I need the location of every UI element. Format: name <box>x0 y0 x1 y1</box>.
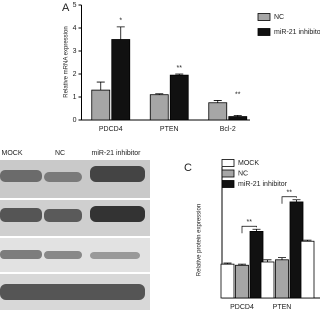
significance: ** <box>247 219 253 226</box>
legend-label: MOCK <box>238 160 259 167</box>
legend-swatch <box>257 28 271 36</box>
error-bar <box>175 73 184 76</box>
y-tick-label: 1 <box>73 94 77 101</box>
blot-band <box>0 170 42 182</box>
blot-band <box>44 209 82 222</box>
bar <box>275 259 289 299</box>
error-bar <box>96 81 105 91</box>
error-bar <box>116 26 125 40</box>
x-tick-label: PTEN <box>160 126 179 133</box>
lane-label: NC <box>55 150 65 157</box>
legend-swatch <box>221 180 235 188</box>
y-tick-label: 0 <box>73 117 77 124</box>
blot-band <box>90 252 140 259</box>
y-tick-label: 3 <box>73 48 77 55</box>
y-tick-label: 2 <box>73 71 77 78</box>
lane-label: MOCK <box>2 150 23 157</box>
error-bar <box>252 228 261 232</box>
bar <box>260 261 275 299</box>
blot-band <box>90 166 145 182</box>
error-bar <box>155 93 164 95</box>
significance-bracket <box>241 225 257 234</box>
error-bar <box>238 263 246 266</box>
error-bar <box>278 257 286 260</box>
significance: ** <box>235 91 241 98</box>
error-bar <box>263 259 272 262</box>
blot-band <box>0 208 42 222</box>
western-blot: MOCK NC miR-21 inhibitor <box>0 150 150 310</box>
legend-label: miR-21 inhibitor <box>274 29 320 36</box>
error-bar <box>233 115 242 117</box>
blot-band <box>44 251 82 259</box>
y-axis-title: Relative mRNA expression <box>64 26 70 97</box>
bar <box>235 264 249 299</box>
significance: * <box>119 18 122 25</box>
legend-label: NC <box>274 14 284 21</box>
x-tick-label: PDCD4 <box>230 304 254 311</box>
y-tick-label: 5 <box>73 2 77 9</box>
legend-swatch <box>221 169 235 178</box>
blot-band <box>0 284 145 300</box>
legend-swatch <box>221 159 235 167</box>
y-axis-title: Relative protein expression <box>197 204 203 276</box>
bar <box>300 240 315 299</box>
legend-label: NC <box>238 170 248 177</box>
bar <box>220 263 235 299</box>
blot-band <box>44 172 82 182</box>
significance: ** <box>177 65 183 72</box>
y-tick-label: 4 <box>73 25 77 32</box>
lane-label: miR-21 inhibitor <box>91 150 141 157</box>
bar <box>149 94 169 121</box>
blot-band <box>90 206 145 222</box>
legend-label: miR-21 inhibitor <box>238 181 288 188</box>
error-bar <box>213 100 222 103</box>
bar <box>111 39 131 121</box>
error-bar <box>303 239 312 242</box>
error-bar <box>292 199 301 202</box>
bar <box>208 102 228 121</box>
error-bar <box>223 262 232 265</box>
legend-swatch <box>257 13 271 21</box>
panel-label: C <box>184 162 192 174</box>
x-tick-label: PTEN <box>273 304 292 311</box>
bar <box>169 74 189 121</box>
bar <box>228 116 248 121</box>
panel-label: A <box>62 2 70 14</box>
bar <box>91 89 111 121</box>
significance: ** <box>287 190 293 197</box>
x-tick-label: PDCD4 <box>99 126 123 133</box>
blot-band <box>0 250 42 259</box>
significance-bracket <box>281 196 297 204</box>
x-tick-label: Bcl-2 <box>220 126 236 133</box>
